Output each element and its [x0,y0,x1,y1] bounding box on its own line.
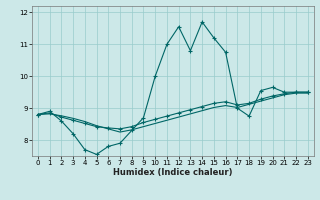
X-axis label: Humidex (Indice chaleur): Humidex (Indice chaleur) [113,168,233,177]
